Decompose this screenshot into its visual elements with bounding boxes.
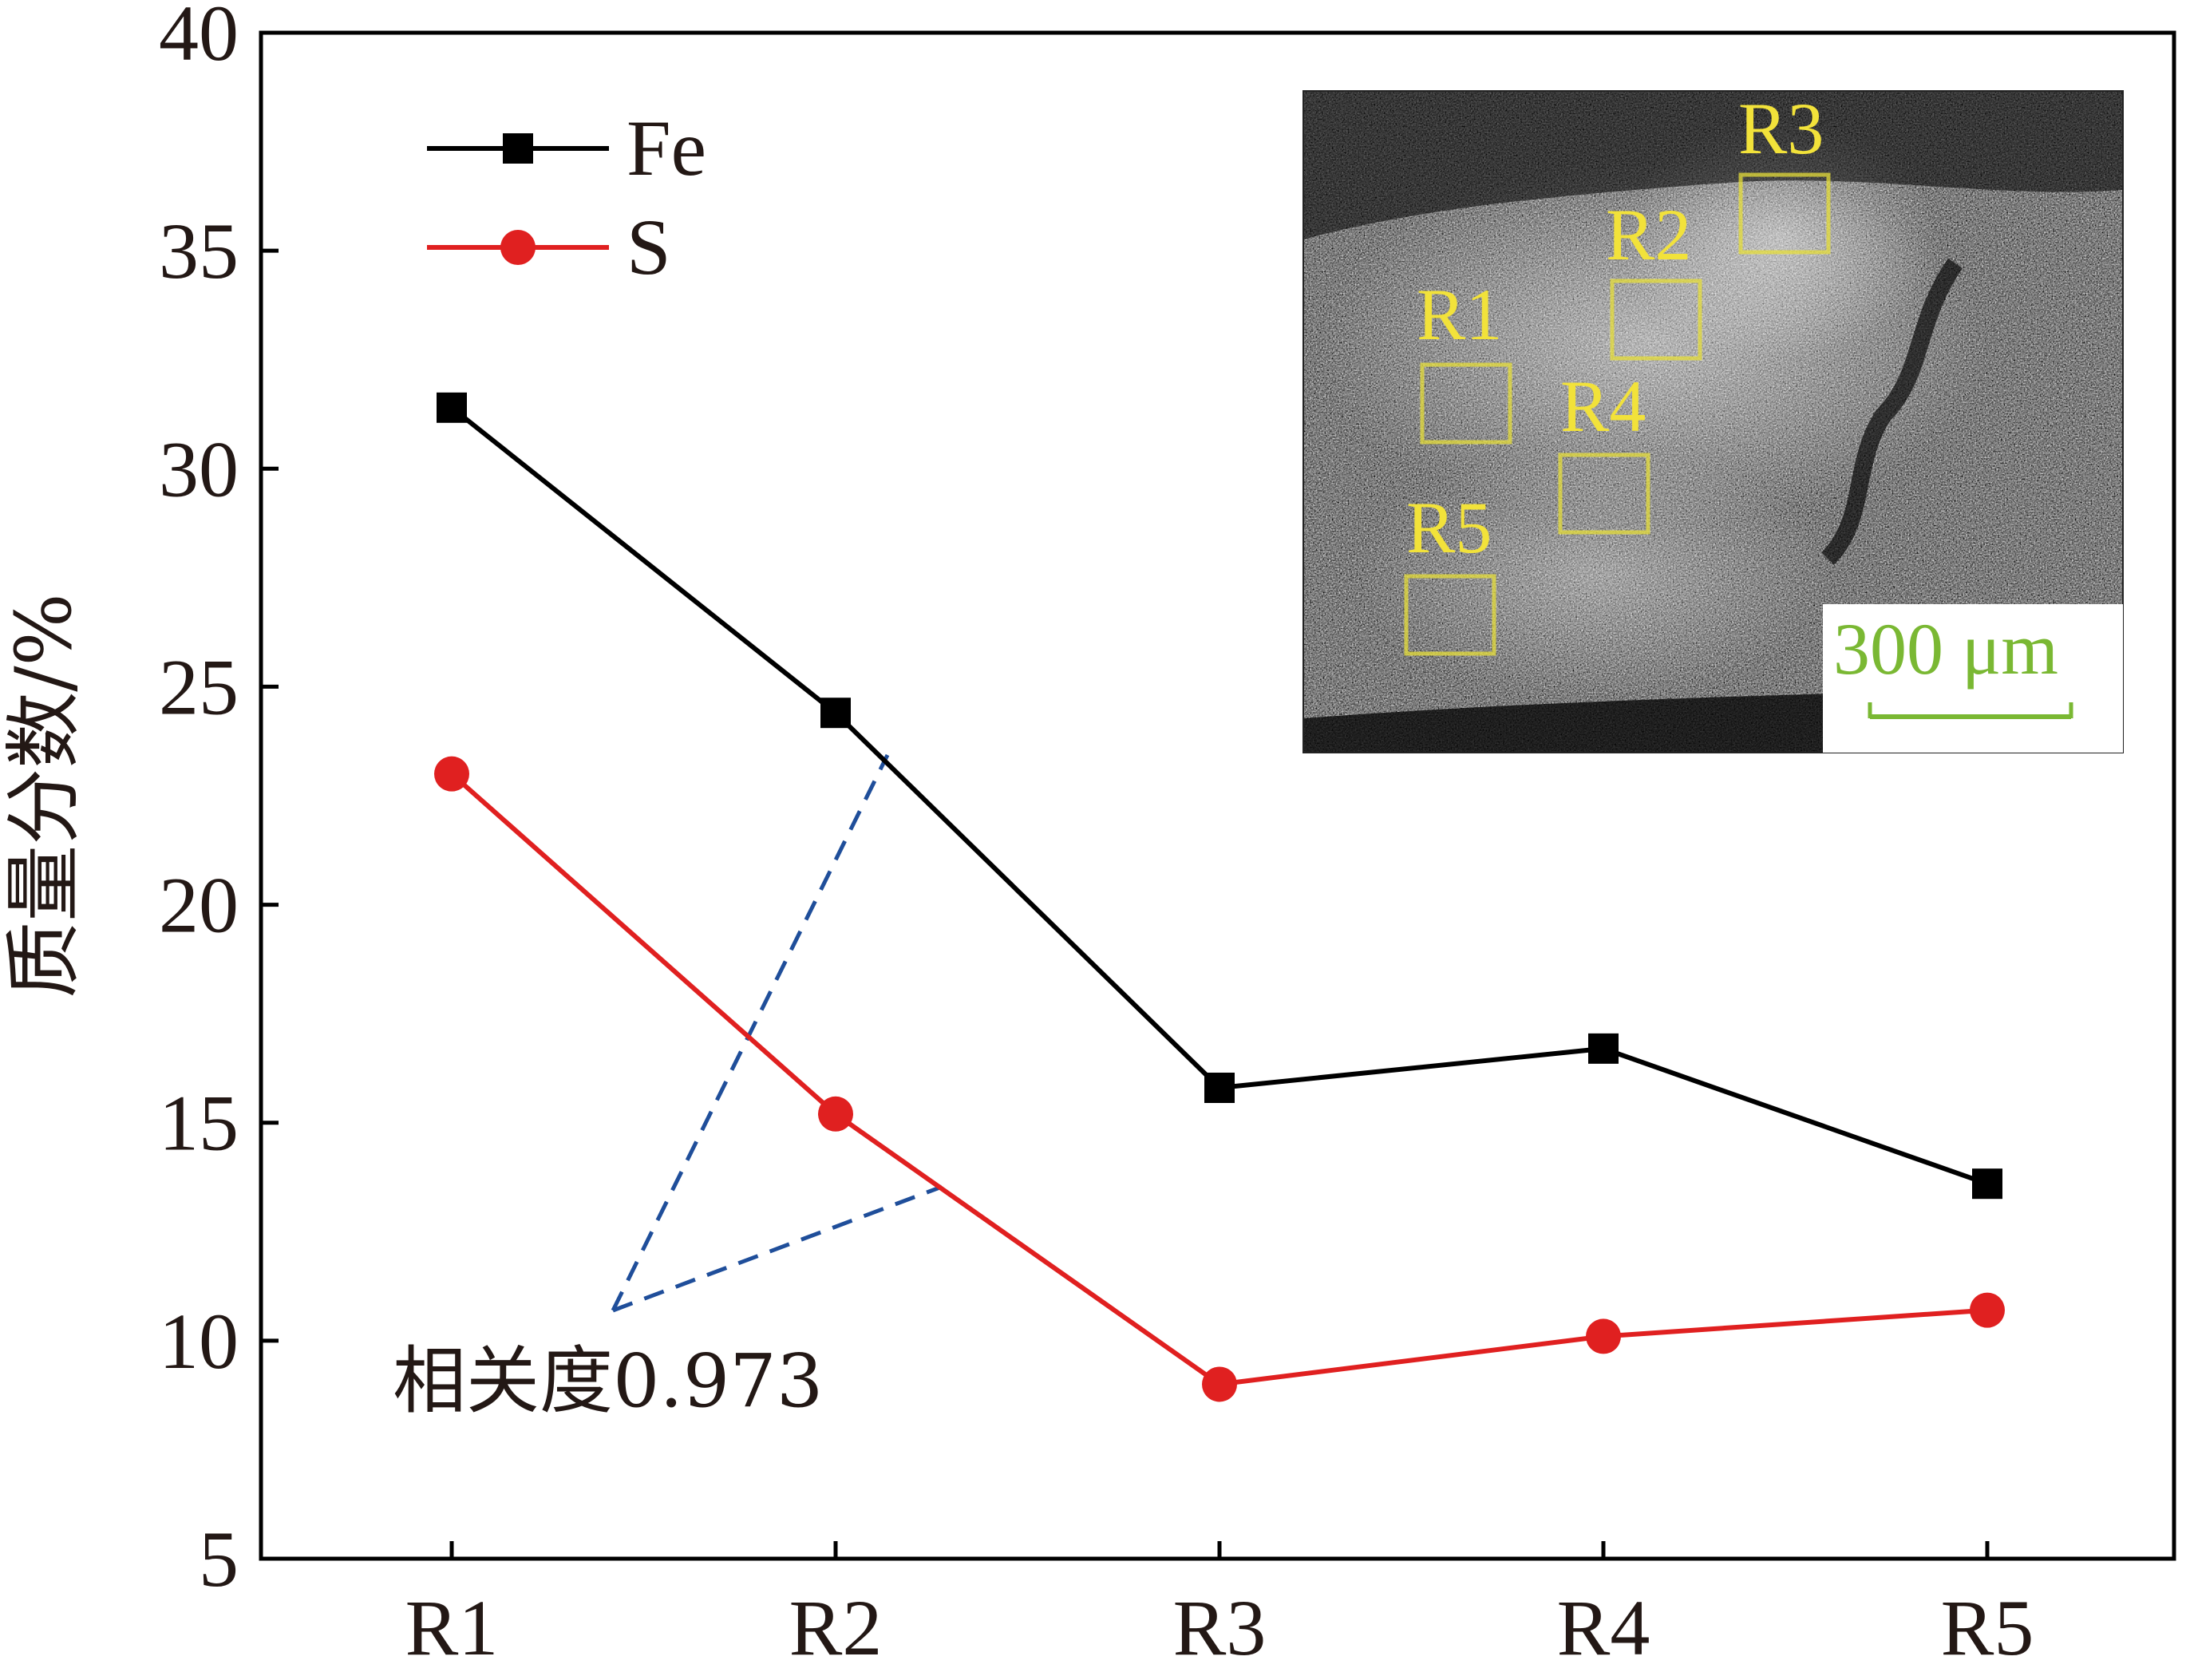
region-label-r3: R3 xyxy=(1738,88,1824,169)
x-tick-label: R4 xyxy=(1557,1583,1650,1672)
series-layer xyxy=(434,392,2005,1402)
y-axis: 5 10 15 20 25 30 35 40 xyxy=(159,0,279,1603)
legend: Fe S xyxy=(427,104,706,291)
x-tick-label: R5 xyxy=(1941,1583,2034,1672)
y-tick-label: 40 xyxy=(159,0,239,77)
correlation-annotation: 相关度0.973 xyxy=(393,1338,823,1424)
x-tick-label: R3 xyxy=(1173,1583,1267,1672)
x-tick-label: R1 xyxy=(405,1583,499,1672)
y-tick-label: 15 xyxy=(159,1079,239,1168)
y-tick-label: 10 xyxy=(159,1297,239,1386)
scale-bar-label: 300 μm xyxy=(1833,608,2058,690)
region-label-r4: R4 xyxy=(1560,366,1646,447)
inset-border xyxy=(1303,90,2124,753)
legend-label-s: S xyxy=(627,203,671,291)
y-tick-label: 25 xyxy=(159,642,239,731)
y-tick-label: 30 xyxy=(159,425,239,513)
inset-regions xyxy=(1404,172,1831,656)
point-fe-r1 xyxy=(437,392,467,423)
region-box-r3 xyxy=(1738,172,1831,255)
correlation-lines xyxy=(611,753,943,1313)
correlation-line-s xyxy=(612,1184,943,1313)
point-fe-r4 xyxy=(1588,1033,1619,1064)
y-tick-label: 5 xyxy=(199,1515,239,1603)
x-tick-label: R2 xyxy=(789,1583,883,1672)
region-box-r2 xyxy=(1610,279,1702,361)
region-box-r5 xyxy=(1404,574,1496,656)
scale-bar-background xyxy=(1823,604,2123,753)
y-axis-title: 质量分数/% xyxy=(0,593,89,998)
y-tick-label: 35 xyxy=(159,207,239,295)
region-label-r5: R5 xyxy=(1406,487,1492,568)
region-label-r2: R2 xyxy=(1606,194,1691,275)
point-fe-r3 xyxy=(1204,1073,1235,1104)
legend-marker-s xyxy=(500,230,536,265)
point-s-r4 xyxy=(1586,1318,1621,1354)
legend-label-fe: Fe xyxy=(627,104,706,192)
point-s-r2 xyxy=(818,1096,853,1132)
point-fe-r2 xyxy=(820,698,851,729)
x-axis: R1 R2 R3 R4 R5 xyxy=(405,1541,2034,1672)
y-tick-label: 20 xyxy=(159,861,239,950)
region-label-r1: R1 xyxy=(1417,274,1502,355)
correlation-line-fe xyxy=(611,753,890,1312)
point-s-r3 xyxy=(1202,1366,1237,1402)
inset-region-labels: R1 R2 R3 R4 R5 xyxy=(1406,88,1824,568)
region-box-r4 xyxy=(1558,453,1650,535)
point-s-r1 xyxy=(434,756,469,792)
point-s-r5 xyxy=(1970,1292,2005,1328)
region-box-r1 xyxy=(1420,362,1512,445)
scale-bar: 300 μm xyxy=(1823,604,2123,753)
point-fe-r5 xyxy=(1972,1168,2002,1200)
legend-marker-fe xyxy=(503,133,533,164)
